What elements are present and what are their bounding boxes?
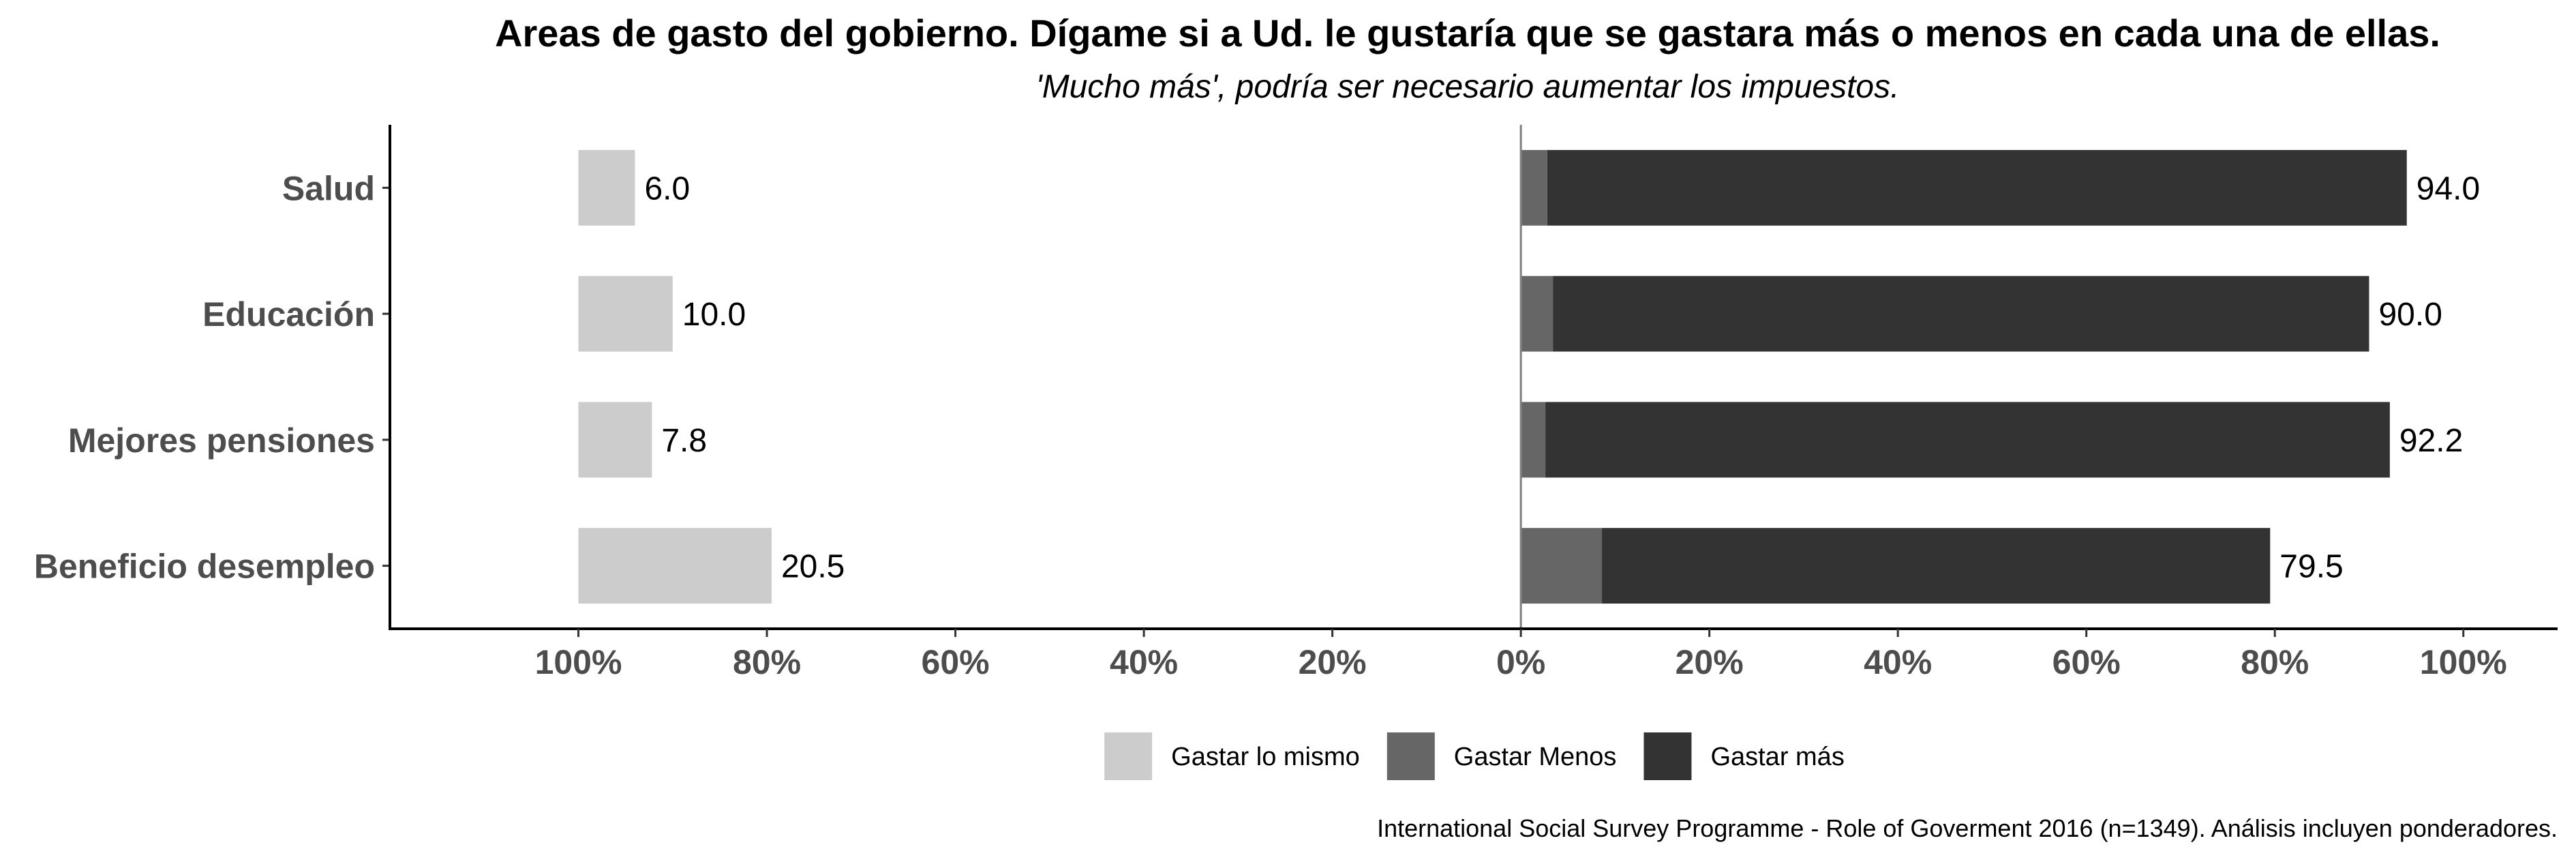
bar-right-2-4: [1602, 528, 2271, 604]
legend-key-3: [1643, 732, 1692, 780]
chart-caption: International Social Survey Programme - …: [1377, 814, 2558, 842]
x-tick-label-10: 80%: [2241, 643, 2309, 681]
x-tick-label-8: 40%: [1864, 643, 1932, 681]
bar-right-1-4: [1521, 528, 1603, 604]
bar-left-4: [578, 528, 772, 604]
data-label-left-4: 20.5: [781, 549, 845, 585]
bar-right-2-3: [1545, 402, 2390, 478]
x-tick-label-1: 100%: [535, 643, 622, 681]
bar-right-2-2: [1553, 276, 2369, 352]
data-label-left-1: 6.0: [644, 170, 690, 207]
data-label-right-3: 92.2: [2399, 423, 2463, 459]
x-tick-label-5: 20%: [1299, 643, 1367, 681]
data-label-right-1: 94.0: [2416, 170, 2480, 207]
x-tick-label-11: 100%: [2420, 643, 2507, 681]
bar-left-2: [578, 276, 673, 352]
x-tick-label-4: 40%: [1110, 643, 1178, 681]
legend-label-2: Gastar Menos: [1454, 743, 1617, 771]
bar-right-1-1: [1521, 149, 1547, 226]
chart-title: Areas de gasto del gobierno. Dígame si a…: [495, 12, 2440, 55]
legend-key-2: [1387, 732, 1435, 780]
legend-label-1: Gastar lo mismo: [1171, 743, 1360, 771]
x-tick-label-7: 20%: [1676, 643, 1744, 681]
bar-right-1-3: [1521, 402, 1546, 478]
legend-label-3: Gastar más: [1710, 743, 1844, 771]
x-tick-label-9: 60%: [2052, 643, 2121, 681]
bar-left-3: [578, 402, 652, 478]
legend-key-1: [1104, 732, 1153, 780]
x-tick-label-6: 0%: [1496, 643, 1545, 681]
x-tick-label-3: 60%: [922, 643, 990, 681]
y-tick-label-1: Salud: [282, 169, 375, 207]
legend: Gastar lo mismo Gastar Menos Gastar más: [1104, 732, 1845, 780]
plot-area: 6.0 94.0 Salud 10.0 90.0 Educación 7.8 92.2 Mejo…: [34, 125, 2558, 681]
y-tick-label-4: Beneficio desempleo: [34, 548, 375, 586]
data-label-right-2: 90.0: [2378, 297, 2442, 333]
bar-left-1: [578, 149, 635, 226]
x-tick-label-2: 80%: [733, 643, 801, 681]
y-tick-label-2: Educación: [202, 295, 375, 333]
bar-right-1-2: [1521, 276, 1554, 352]
bar-right-2-1: [1547, 149, 2407, 226]
y-tick-label-3: Mejores pensiones: [68, 421, 375, 460]
data-label-left-2: 10.0: [682, 297, 746, 333]
data-label-right-4: 79.5: [2279, 549, 2343, 585]
chart-subtitle: 'Mucho más', podría ser necesario aument…: [1036, 69, 1900, 105]
data-label-left-3: 7.8: [661, 423, 707, 459]
